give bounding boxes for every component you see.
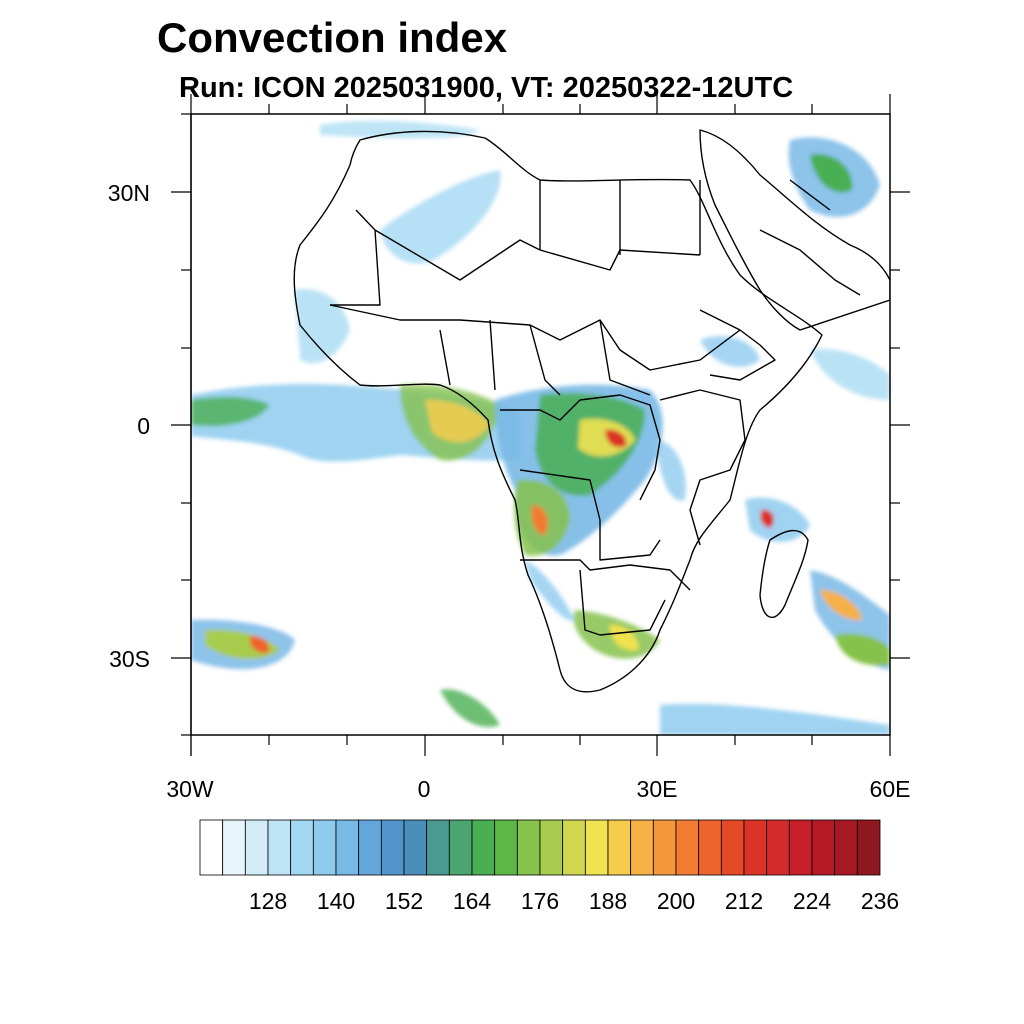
colorbar-box	[698, 819, 722, 876]
convection-area-arabian-sea	[810, 349, 890, 400]
colorbar-tick-label: 212	[724, 888, 764, 914]
colorbar-box	[448, 819, 473, 876]
colorbar-box	[652, 819, 677, 876]
colorbar-box	[244, 819, 269, 876]
colorbar-tick-label: 236	[860, 888, 900, 914]
convection-area-s-indian-band	[660, 703, 890, 735]
convection-area-s-atlantic	[440, 689, 500, 727]
colorbar-box	[562, 819, 586, 876]
convection-area-congo-peak	[605, 429, 627, 448]
border-sahara	[330, 209, 701, 306]
colorbar-tick-label: 176	[520, 888, 560, 914]
colorbar-box	[403, 819, 428, 876]
colorbar-box	[290, 819, 314, 876]
colorbar-box	[743, 819, 768, 876]
convection-area-namibia	[525, 560, 575, 621]
border-angola	[519, 469, 661, 561]
colorbar-box	[267, 819, 292, 876]
map-title: Convection index	[157, 14, 508, 61]
colorbar-box	[856, 819, 881, 876]
colorbar-box	[788, 819, 813, 876]
colorbar-box	[516, 819, 541, 876]
convection-area-mediterranean	[320, 120, 480, 139]
colorbar-box	[834, 819, 858, 876]
border-sahel	[329, 304, 741, 371]
colorbar-box	[607, 819, 632, 876]
colorbar-box	[471, 819, 496, 876]
border-equatorial	[500, 394, 661, 501]
colorbar-box	[811, 819, 836, 876]
convection-area-gulf-core	[425, 399, 490, 443]
border-egypt	[539, 180, 701, 255]
convection-field	[191, 120, 890, 735]
colorbar-tick-label: 224	[792, 888, 832, 914]
convection-area-indian-ocean-south	[835, 633, 890, 666]
colorbar-box	[494, 819, 518, 876]
border-south	[520, 559, 691, 636]
lon-label-60e: 60E	[869, 776, 911, 802]
convection-area-arabia-core	[810, 154, 853, 193]
convection-area-sw-atlantic-peak	[249, 636, 270, 654]
colorbar-box	[584, 819, 609, 876]
colorbar-box	[426, 819, 450, 876]
convection-area-east-africa	[655, 440, 686, 501]
colorbar-box	[199, 819, 224, 876]
coastlines	[293, 129, 890, 693]
africa-coastline	[293, 130, 823, 693]
border-central	[439, 319, 651, 396]
lon-label-30e: 30E	[636, 776, 678, 802]
colorbar-box	[222, 819, 246, 876]
axis-ticks	[171, 94, 910, 756]
colorbar-box	[312, 819, 337, 876]
convection-area-indian-ocean-core	[820, 590, 862, 621]
convection-area-horn	[700, 336, 760, 367]
convection-area-w-sahara	[295, 289, 350, 364]
convection-area-s-africa-core	[610, 625, 639, 651]
border-horn	[699, 309, 776, 381]
lat-label-0: 0	[137, 413, 150, 439]
colorbar-box	[539, 819, 564, 876]
lat-label-30n: 30N	[107, 180, 150, 206]
colorbar-tick-label: 152	[384, 888, 424, 914]
colorbar-box	[335, 819, 360, 876]
colorbar-box	[358, 819, 382, 876]
lon-label-30w: 30W	[166, 776, 214, 802]
lon-label-0: 0	[417, 776, 431, 802]
colorbar-tick-label: 164	[452, 888, 492, 914]
convection-area-itcz-core	[191, 396, 270, 426]
map-subtitle: Run: ICON 2025031900, VT: 20250322-12UTC	[179, 72, 794, 104]
arabia-coastline	[699, 129, 890, 331]
colorbar-box	[720, 819, 745, 876]
colorbar-tick-label: 188	[588, 888, 628, 914]
convection-area-madagascar-peak	[760, 509, 774, 528]
colorbar-box	[630, 819, 654, 876]
colorbar-box	[675, 819, 700, 876]
colorbar-tick-label: 200	[656, 888, 696, 914]
colorbar-tick-label: 128	[248, 888, 288, 914]
border-arabia	[759, 179, 861, 296]
colorbar-tick-label: 140	[316, 888, 356, 914]
colorbar-box	[766, 819, 790, 876]
lat-label-30s: 30S	[109, 646, 150, 672]
border-east	[659, 389, 746, 546]
convection-area-sahara-streak	[380, 170, 501, 264]
convection-area-angola-peak	[531, 505, 548, 535]
colorbar	[199, 819, 881, 876]
madagascar-coastline	[759, 529, 809, 618]
colorbar-box	[380, 819, 405, 876]
